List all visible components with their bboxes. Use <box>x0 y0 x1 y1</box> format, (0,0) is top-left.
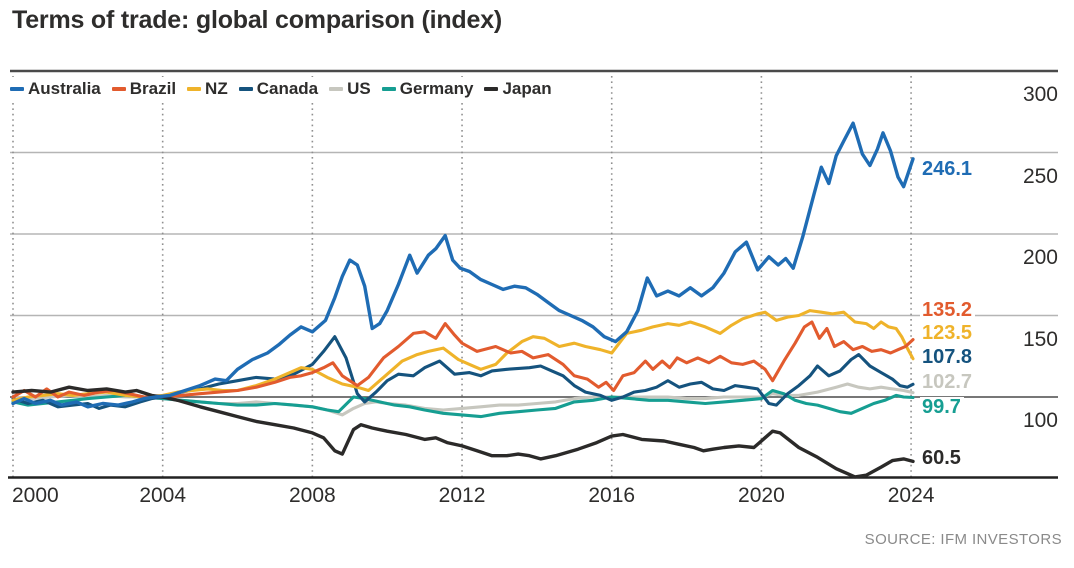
legend-label: Brazil <box>129 79 177 98</box>
legend-label: Japan <box>502 79 552 98</box>
end-value-label-us: 102.7 <box>920 372 976 393</box>
source-credit: SOURCE: IFM INVESTORS <box>864 531 1062 548</box>
legend-label: Australia <box>28 79 101 98</box>
end-value-label-australia: 246.1 <box>920 159 976 180</box>
legend-swatch-japan <box>484 87 499 91</box>
legend-item-us: US <box>329 79 371 99</box>
legend-swatch-us <box>329 87 344 91</box>
end-value-label-canada: 107.8 <box>920 347 976 368</box>
x-axis-tick: 2000 <box>12 484 59 507</box>
y-axis-tick: 150 <box>1019 327 1058 352</box>
legend-item-australia: Australia <box>10 79 101 99</box>
y-axis-tick: 300 <box>1019 83 1058 107</box>
series-line-nz <box>11 309 915 402</box>
series-line-brazil <box>11 320 915 399</box>
x-axis-tick: 2024 <box>887 484 935 507</box>
x-axis-tick: 2016 <box>588 484 636 507</box>
end-value-label-brazil: 135.2 <box>920 300 976 321</box>
end-value-label-japan: 60.5 <box>920 448 964 469</box>
legend-label: US <box>347 79 371 98</box>
legend-swatch-brazil <box>111 87 126 91</box>
legend-item-japan: Japan <box>484 79 552 99</box>
x-axis-tick: 2008 <box>289 484 336 507</box>
legend-label: Canada <box>256 79 319 98</box>
series-line-australia <box>11 121 915 409</box>
legend-item-canada: Canada <box>238 79 319 99</box>
legend-item-nz: NZ <box>187 79 228 99</box>
y-axis-tick: 250 <box>1019 164 1058 189</box>
legend-swatch-germany <box>381 87 396 91</box>
y-axis-tick: 200 <box>1019 246 1058 270</box>
legend-item-germany: Germany <box>381 79 474 99</box>
x-axis-tick: 2012 <box>438 484 486 507</box>
y-axis-tick: 100 <box>1019 409 1058 433</box>
legend: Australia Brazil NZ Canada US Germany Ja… <box>10 77 562 101</box>
x-axis-tick: 2020 <box>738 484 785 507</box>
legend-label: NZ <box>205 79 228 98</box>
series-line-japan <box>11 385 915 479</box>
legend-swatch-australia <box>10 87 24 91</box>
x-axis-tick: 2004 <box>139 484 187 507</box>
legend-swatch-canada <box>238 87 253 91</box>
chart-title: Terms of trade: global comparison (index… <box>12 6 503 34</box>
end-value-label-germany: 99.7 <box>920 397 964 418</box>
end-value-label-nz: 123.5 <box>920 323 976 344</box>
legend-item-brazil: Brazil <box>111 79 177 99</box>
legend-label: Germany <box>399 79 474 98</box>
legend-swatch-nz <box>187 87 202 91</box>
